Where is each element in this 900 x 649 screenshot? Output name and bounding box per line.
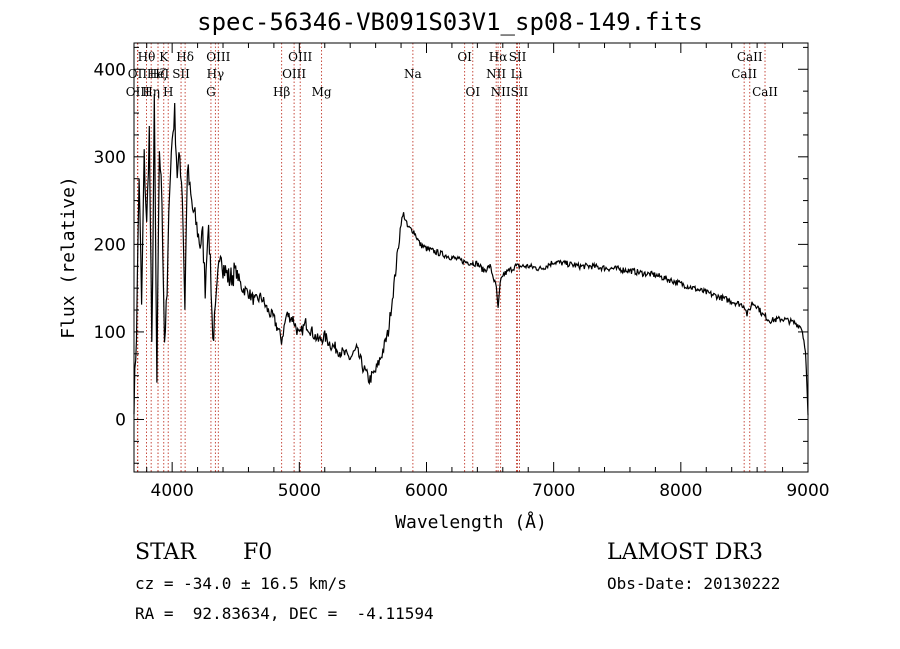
spectral-line-label: G [206, 85, 216, 99]
spectral-line-label: SII [172, 67, 190, 81]
spectral-line-label: OIII [288, 50, 312, 64]
y-tick-label: 300 [94, 148, 126, 168]
spectral-line-label: Mg [312, 85, 332, 99]
spectral-line-label: Hβ [273, 85, 290, 99]
object-class: STAR [135, 540, 196, 565]
y-tick-label: 400 [94, 60, 126, 80]
spectral-line-label: Hη [142, 85, 160, 99]
redshift-cz: cz = -34.0 ± 16.5 km/s [135, 574, 347, 593]
spectral-line-label: H [163, 85, 173, 99]
y-tick-label: 100 [94, 323, 126, 343]
x-tick-label: 6000 [405, 481, 448, 501]
spectral-line-label: CaII [737, 50, 763, 64]
y-tick-label: 0 [115, 410, 126, 430]
spectral-line-label: CaII [752, 85, 778, 99]
spectral-line-label: NII [486, 67, 506, 81]
spectral-line-label: OI [465, 85, 480, 99]
x-axis-label: Wavelength (Å) [395, 511, 547, 533]
spectral-line-label: OIII [282, 67, 306, 81]
spectral-line-label: NII [491, 85, 511, 99]
spectral-line-label: OIII [126, 85, 150, 99]
object-subclass: F0 [243, 540, 273, 565]
y-axis-label: Flux (relative) [58, 176, 79, 339]
spectral-line-label: OI [457, 50, 472, 64]
spectral-line-label: SII [509, 50, 527, 64]
x-tick-label: 9000 [786, 481, 829, 501]
chart-title: spec-56346-VB091S03V1_sp08-149.fits [197, 8, 703, 36]
spectrum-line [133, 93, 809, 416]
spectral-line-label: Hα [489, 50, 508, 64]
spectral-line-label: OII [128, 67, 148, 81]
survey-name: LAMOST DR3 [607, 540, 763, 565]
spectral-line-label: K [159, 50, 169, 64]
axis-ticks-layer: 4000 5000 6000 7000 8000 9000 0 100 200 300 400 [94, 43, 830, 501]
spectral-line-label: Hγ [207, 67, 225, 81]
spectral-line-label: Hθ [138, 50, 156, 64]
y-tick-label: 200 [94, 235, 126, 255]
spectral-line-label: HeI [147, 67, 170, 81]
coordinates: RA = 92.83634, DEC = -4.11594 [135, 604, 434, 623]
plot-frame [133, 42, 809, 473]
spectral-line-label: OIII [206, 50, 230, 64]
x-tick-label: 7000 [532, 481, 575, 501]
spectral-line-label: Li [511, 67, 523, 81]
x-tick-label: 4000 [151, 481, 194, 501]
spectral-line-label: Hζ [150, 67, 167, 81]
x-tick-label: 8000 [659, 481, 702, 501]
x-tick-label: 5000 [278, 481, 321, 501]
spectral-line-label: SII [511, 85, 529, 99]
observation-date: Obs-Date: 20130222 [607, 574, 781, 593]
spectral-line-label: Na [404, 67, 422, 81]
spectral-line-label: Hδ [176, 50, 194, 64]
spectral-line-label: CaII [731, 67, 757, 81]
